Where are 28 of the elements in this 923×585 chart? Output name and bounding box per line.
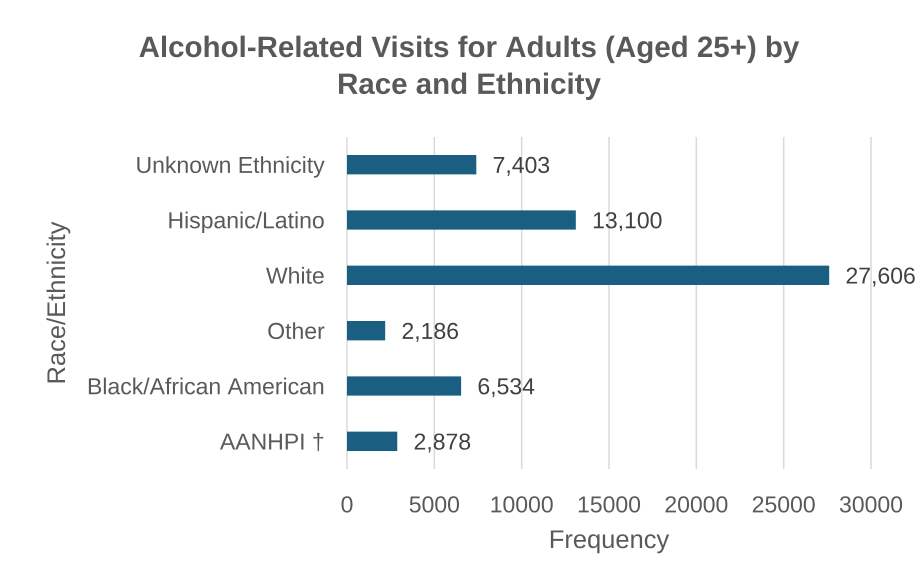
x-axis-title: Frequency — [550, 530, 670, 554]
y-tick-label: White — [266, 266, 324, 284]
data-label: 2,186 — [402, 322, 458, 342]
data-label: 6,534 — [478, 378, 534, 398]
bar — [347, 266, 830, 286]
bar — [347, 320, 386, 340]
y-axis-title: Race/Ethnicity — [46, 222, 70, 382]
x-tick-label: 25000 — [752, 496, 815, 513]
x-tick-label: 15000 — [578, 496, 640, 513]
data-label: 27,606 — [846, 267, 915, 286]
y-tick-label: Unknown Ethnicity — [137, 156, 325, 178]
chart-title: Alcohol-Related Visits for Adults (Aged 25+) by Race and Ethnicity — [139, 36, 800, 100]
bar — [347, 432, 398, 452]
y-tick-label: Other — [268, 322, 324, 340]
x-tick-label: 20000 — [666, 496, 728, 513]
y-tick-label: AANHPI † — [220, 432, 324, 452]
x-tick-label: 10000 — [491, 496, 553, 513]
bar — [347, 210, 576, 230]
y-tick-label: Black/African American — [88, 378, 324, 394]
data-label: 2,878 — [414, 433, 470, 452]
x-tick-label: 30000 — [840, 496, 902, 513]
data-label: 13,100 — [594, 212, 662, 232]
bar — [347, 154, 476, 174]
y-tick-label: Hispanic/Latino — [169, 212, 324, 233]
x-tick-label: 5000 — [410, 496, 460, 513]
x-tick-label: 0 — [342, 496, 353, 513]
bar — [347, 376, 462, 396]
data-label: 7,403 — [494, 156, 550, 176]
